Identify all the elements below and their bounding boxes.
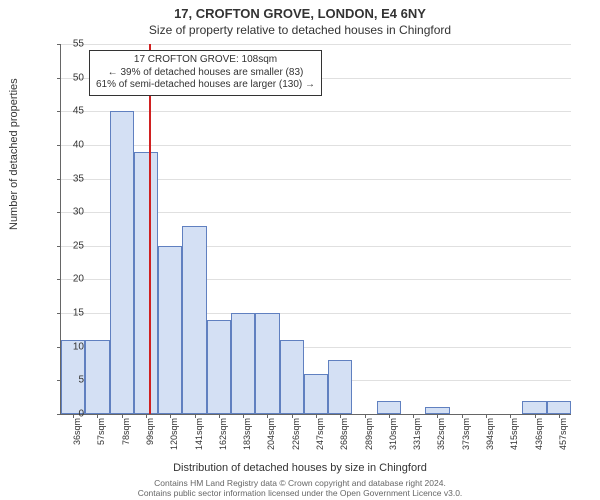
footer-attribution: Contains HM Land Registry data © Crown c… [0,478,600,498]
y-tick-label: 15 [60,308,84,319]
chart-subtitle: Size of property relative to detached ho… [0,21,600,37]
histogram-bar [304,374,328,414]
x-tick-label: 36sqm [72,418,82,458]
x-tick-label: 436sqm [534,418,544,458]
annotation-line-2: ← 39% of detached houses are smaller (83… [96,67,315,80]
x-tick-label: 247sqm [315,418,325,458]
chart-plot-area: 17 CROFTON GROVE: 108sqm ← 39% of detach… [60,44,571,415]
chart-container: 17, CROFTON GROVE, LONDON, E4 6NY Size o… [0,0,600,500]
annotation-line-3: 61% of semi-detached houses are larger (… [96,79,315,92]
footer-line-1: Contains HM Land Registry data © Crown c… [0,478,600,488]
x-tick-label: 204sqm [266,418,276,458]
x-tick-label: 268sqm [339,418,349,458]
histogram-bar [522,401,546,414]
histogram-bar [255,313,279,414]
histogram-bar [85,340,109,414]
footer-line-2: Contains public sector information licen… [0,488,600,498]
x-tick-label: 120sqm [169,418,179,458]
x-tick-label: 78sqm [121,418,131,458]
x-tick-label: 57sqm [96,418,106,458]
x-tick-label: 141sqm [194,418,204,458]
y-tick-label: 30 [60,207,84,218]
grid-line [61,111,571,112]
histogram-bar [110,111,134,414]
x-tick-label: 415sqm [509,418,519,458]
histogram-bar [547,401,571,414]
y-tick-label: 50 [60,72,84,83]
histogram-bar [207,320,231,414]
histogram-bar [377,401,401,414]
y-tick-label: 25 [60,240,84,251]
x-tick-label: 99sqm [145,418,155,458]
x-tick-label: 352sqm [436,418,446,458]
y-tick-label: 45 [60,106,84,117]
grid-line [61,44,571,45]
property-marker-line [149,44,151,414]
y-tick-label: 55 [60,39,84,50]
x-tick-label: 289sqm [364,418,374,458]
x-tick-label: 162sqm [218,418,228,458]
x-tick-label: 457sqm [558,418,568,458]
histogram-bar [231,313,255,414]
x-tick-label: 183sqm [242,418,252,458]
histogram-bar [280,340,304,414]
grid-line [61,145,571,146]
x-axis-label: Distribution of detached houses by size … [0,462,600,474]
y-tick-label: 35 [60,173,84,184]
y-tick-label: 5 [60,375,84,386]
histogram-bar [182,226,206,414]
x-tick-label: 226sqm [291,418,301,458]
x-tick-label: 373sqm [461,418,471,458]
page-title: 17, CROFTON GROVE, LONDON, E4 6NY [0,0,600,21]
x-tick-label: 310sqm [388,418,398,458]
histogram-bar [134,152,158,414]
y-tick-label: 20 [60,274,84,285]
histogram-bar [158,246,182,414]
x-tick-label: 331sqm [412,418,422,458]
histogram-bar [425,407,449,414]
x-tick-label: 394sqm [485,418,495,458]
annotation-line-1: 17 CROFTON GROVE: 108sqm [96,54,315,67]
y-axis-label: Number of detached properties [8,78,20,230]
histogram-bar [328,360,352,414]
annotation-box: 17 CROFTON GROVE: 108sqm ← 39% of detach… [89,50,322,96]
y-tick-label: 40 [60,139,84,150]
y-tick-label: 10 [60,341,84,352]
